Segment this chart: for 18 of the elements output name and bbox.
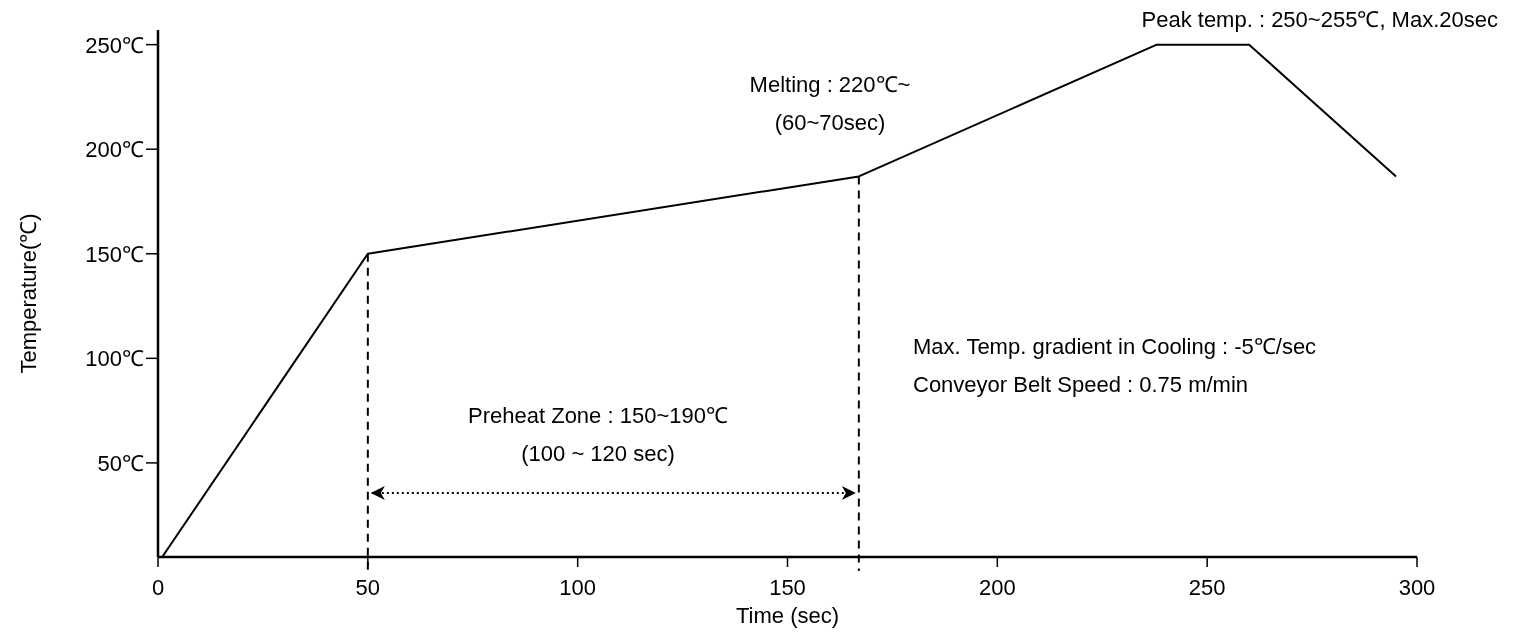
x-tick-label: 100 [559, 575, 597, 600]
x-tick-label: 250 [1188, 575, 1226, 600]
annotation: Melting : 220℃~ (60~70sec) [749, 72, 911, 135]
annotation: Preheat Zone : 150~190℃ (100 ~ 120 sec) [468, 403, 728, 466]
x-tick-label: 50 [355, 575, 381, 600]
annotation: Max. Temp. gradient in Cooling : -5℃/sec Conveyor Belt Speed : 0.75 m/min [913, 334, 1317, 397]
x-tick-label: 150 [769, 575, 806, 600]
y-tick-label: 250℃ [85, 32, 144, 58]
y-tick-label: 200℃ [85, 137, 144, 163]
x-axis-title: Time (sec) [735, 603, 840, 628]
y-tick-label: 100℃ [85, 346, 144, 372]
x-tick-label: 200 [978, 575, 1016, 600]
x-tick-label: 0 [151, 575, 165, 600]
x-tick-label: 300 [1398, 575, 1436, 600]
y-tick-label: 50℃ [97, 450, 144, 476]
y-tick-label: 150℃ [85, 241, 144, 267]
annotation: Peak temp. : 250~255℃, Max.20sec [1141, 7, 1498, 32]
y-axis-title: Temperature(℃) [16, 213, 41, 374]
